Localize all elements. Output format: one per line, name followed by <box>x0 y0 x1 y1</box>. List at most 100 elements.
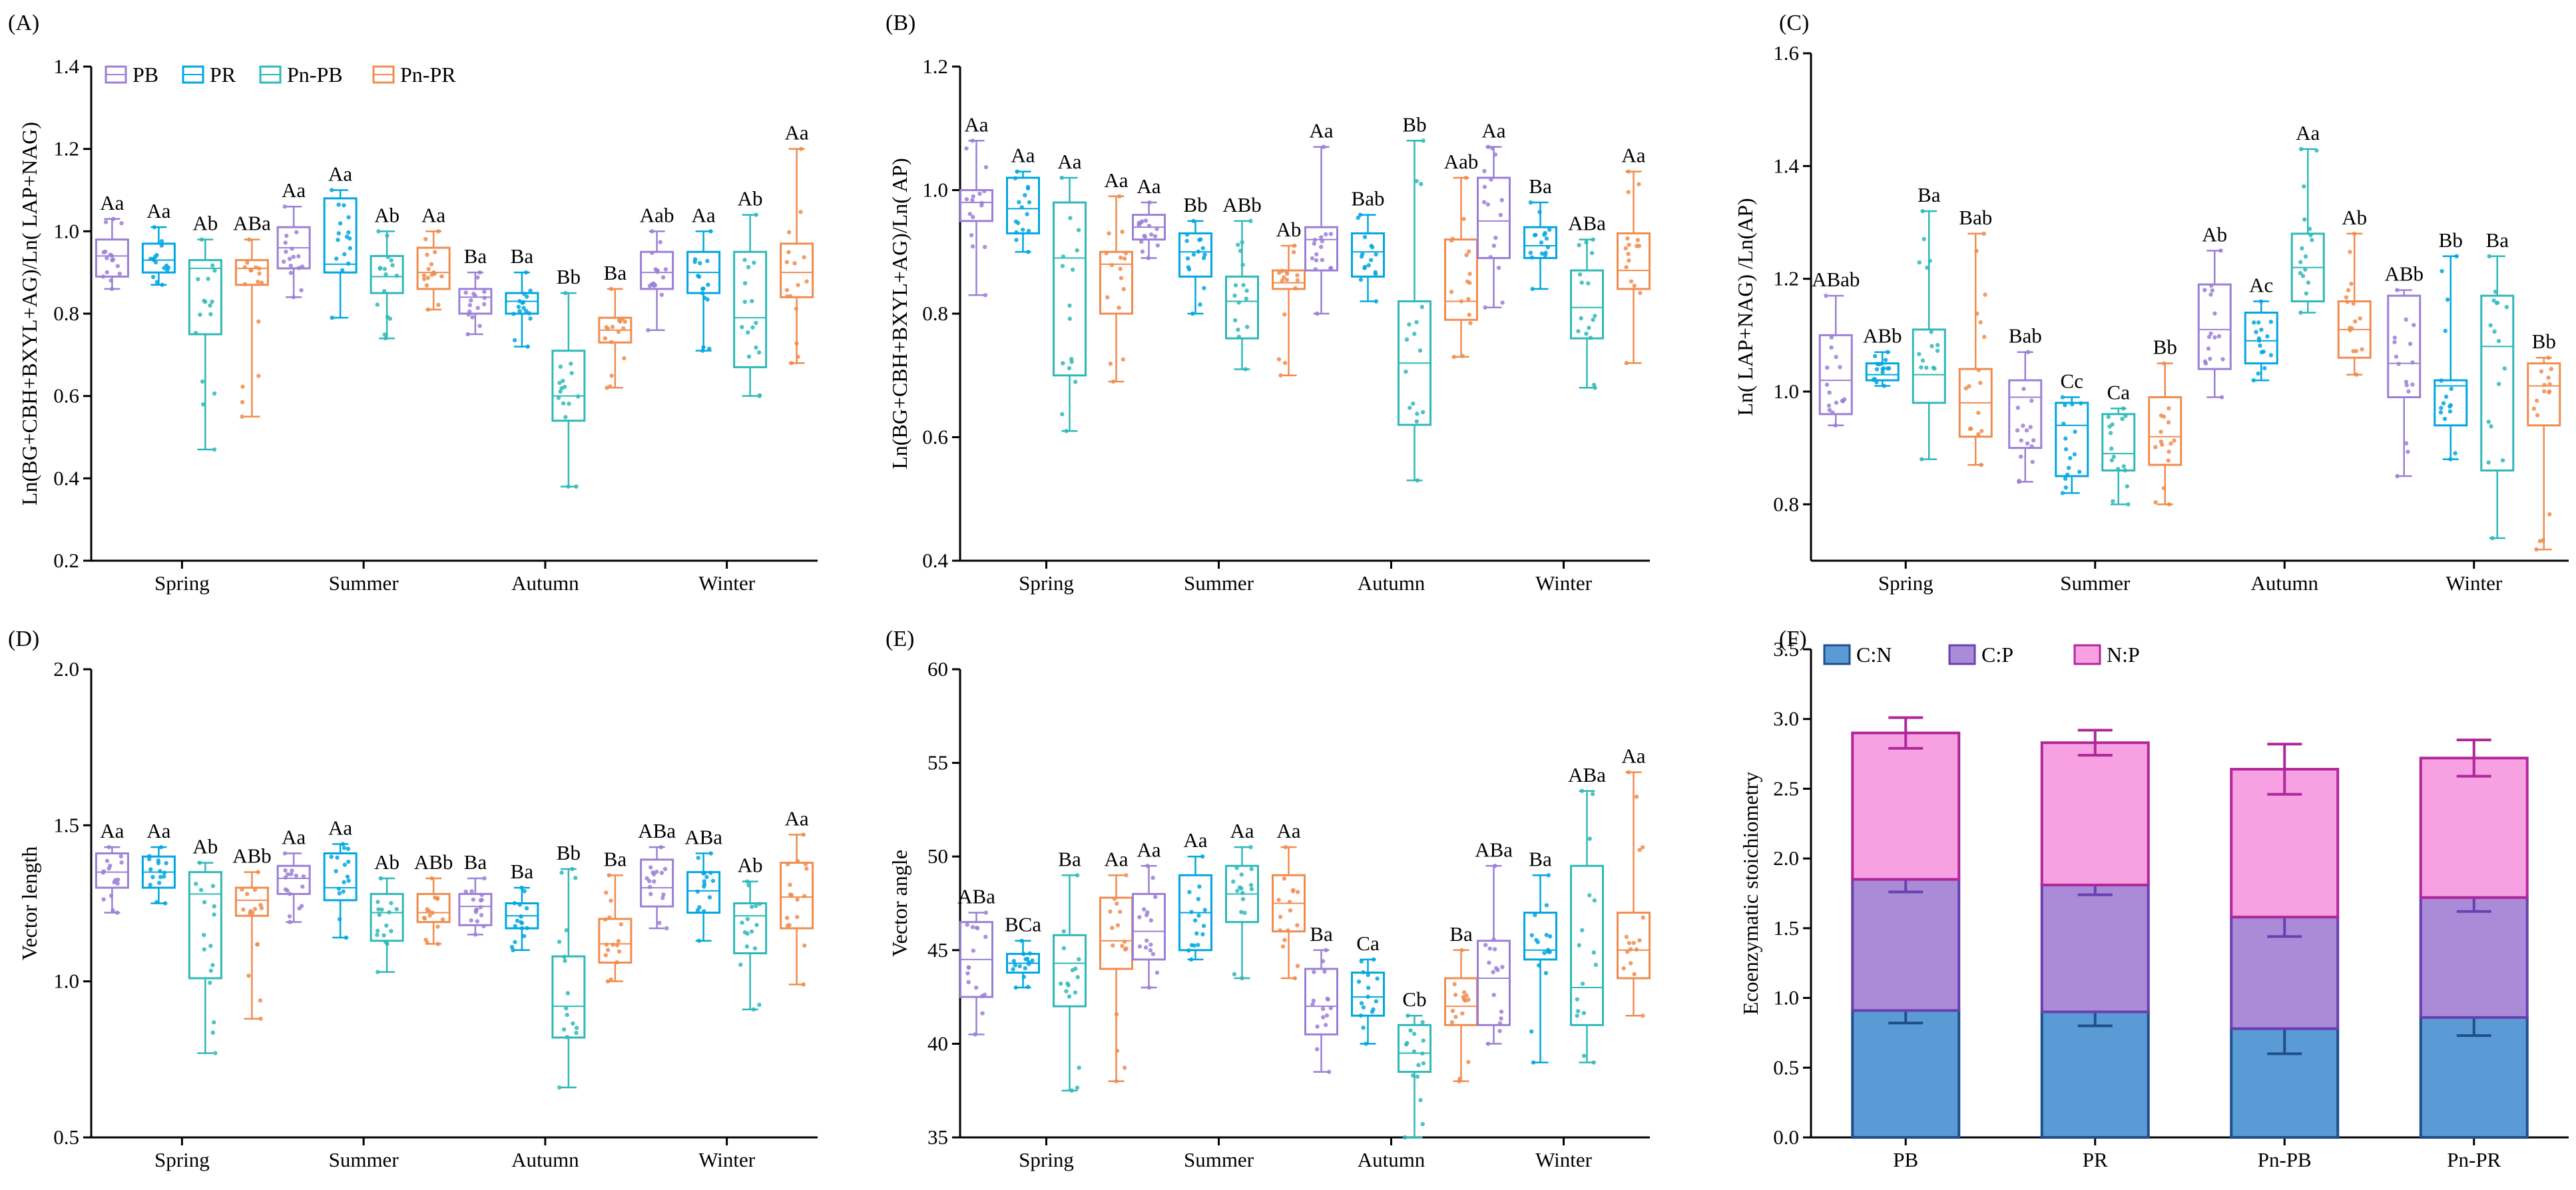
box-iqr <box>1132 892 1166 961</box>
box-iqr <box>1099 896 1133 970</box>
box-iqr <box>416 892 451 924</box>
data-point <box>1885 366 1890 371</box>
data-point <box>785 294 790 299</box>
data-point <box>1492 947 1497 952</box>
data-point <box>1534 938 1539 942</box>
data-point <box>421 916 427 920</box>
data-point <box>1637 848 1642 852</box>
box-iqr <box>188 871 222 980</box>
data-point <box>1621 966 1626 971</box>
data-point <box>983 164 989 170</box>
data-point <box>1075 248 1079 253</box>
x-tick-label: PB <box>1893 1148 1918 1171</box>
box-iqr <box>2387 294 2422 398</box>
significance-label: Aa <box>282 178 306 202</box>
data-point <box>1137 915 1142 920</box>
data-point <box>160 282 164 287</box>
data-point <box>1189 910 1194 914</box>
data-point <box>1874 380 1879 385</box>
data-point <box>1200 932 1205 937</box>
data-point <box>603 336 608 341</box>
data-point <box>2352 231 2357 236</box>
data-point <box>329 854 334 859</box>
data-point <box>1539 240 1544 245</box>
significance-label: Aa <box>1481 119 1505 143</box>
data-point <box>1288 908 1293 913</box>
data-point <box>1468 321 1473 326</box>
significance-label: ABa <box>1475 838 1513 861</box>
significance-label: ABb <box>1863 324 1902 348</box>
data-point <box>337 891 342 896</box>
data-point <box>1191 252 1196 257</box>
data-point <box>801 832 806 837</box>
box-pr: Aa <box>141 819 176 906</box>
data-point <box>1632 283 1637 288</box>
legend: PB PR Pn-PB Pn-PR <box>105 63 456 87</box>
significance-label: Aa <box>146 199 170 222</box>
data-point <box>240 414 244 419</box>
data-point <box>2015 406 2020 410</box>
x-tick-label: Autumn <box>1358 571 1425 595</box>
data-point <box>754 922 759 928</box>
y-axis-label: Ecoenzymatic stoichiometry <box>1738 772 1762 1015</box>
data-point <box>750 325 755 330</box>
data-point <box>1829 345 1834 350</box>
data-point <box>1406 1014 1410 1018</box>
data-point <box>394 273 399 278</box>
data-point <box>2496 382 2501 386</box>
data-point <box>565 1012 569 1018</box>
data-point <box>164 860 168 866</box>
box-pn-pb: Ab <box>733 187 768 398</box>
data-point <box>386 254 390 260</box>
bar-cn <box>2230 1027 2340 1139</box>
box-pn-pr: Ba <box>598 847 633 984</box>
data-point <box>1060 412 1065 417</box>
data-point <box>2298 147 2304 152</box>
data-point <box>1107 231 1111 236</box>
box-iqr <box>141 242 176 274</box>
data-point <box>1983 292 1987 297</box>
data-point <box>1466 249 1471 254</box>
box-pn-pb: ABa <box>1568 763 1606 1065</box>
data-point <box>1591 318 1595 322</box>
box-pn-pr: Bab <box>1958 206 1993 467</box>
data-point <box>1011 958 1017 964</box>
significance-label: ABb <box>232 844 272 868</box>
data-point <box>200 402 206 407</box>
data-point <box>2252 320 2256 325</box>
data-point <box>649 282 654 286</box>
data-point <box>1232 293 1237 298</box>
data-point <box>1466 998 1471 1002</box>
box-pn-pr: Ab <box>2337 206 2372 377</box>
data-point <box>1637 244 1642 248</box>
data-point <box>252 906 258 912</box>
box-pn-pb: Ba <box>1912 183 1946 461</box>
significance-label: Ab <box>2202 222 2227 246</box>
data-point <box>1827 408 1832 412</box>
data-point <box>1404 337 1410 342</box>
data-point <box>2348 250 2352 254</box>
data-point <box>1462 990 1467 995</box>
data-point <box>150 274 156 280</box>
box-iqr <box>551 955 586 1039</box>
data-point <box>1374 299 1379 304</box>
x-tick-label: Autumn <box>511 1148 579 1171</box>
data-point <box>2060 491 2065 495</box>
data-point <box>1073 990 1078 995</box>
data-point <box>2216 334 2222 339</box>
significance-label: Aa <box>1137 838 1160 861</box>
data-point <box>1467 272 1472 276</box>
data-point <box>2412 322 2416 328</box>
data-point <box>1025 212 1029 216</box>
data-point <box>2447 409 2453 414</box>
data-point <box>605 948 611 952</box>
x-tick-label: Spring <box>154 571 210 595</box>
data-point <box>1876 362 1882 367</box>
data-point <box>1151 876 1155 880</box>
data-point <box>796 354 800 359</box>
data-point <box>158 874 163 880</box>
data-point <box>111 216 116 221</box>
data-point <box>1466 296 1471 302</box>
data-point <box>1145 864 1150 868</box>
data-point <box>1248 844 1253 850</box>
